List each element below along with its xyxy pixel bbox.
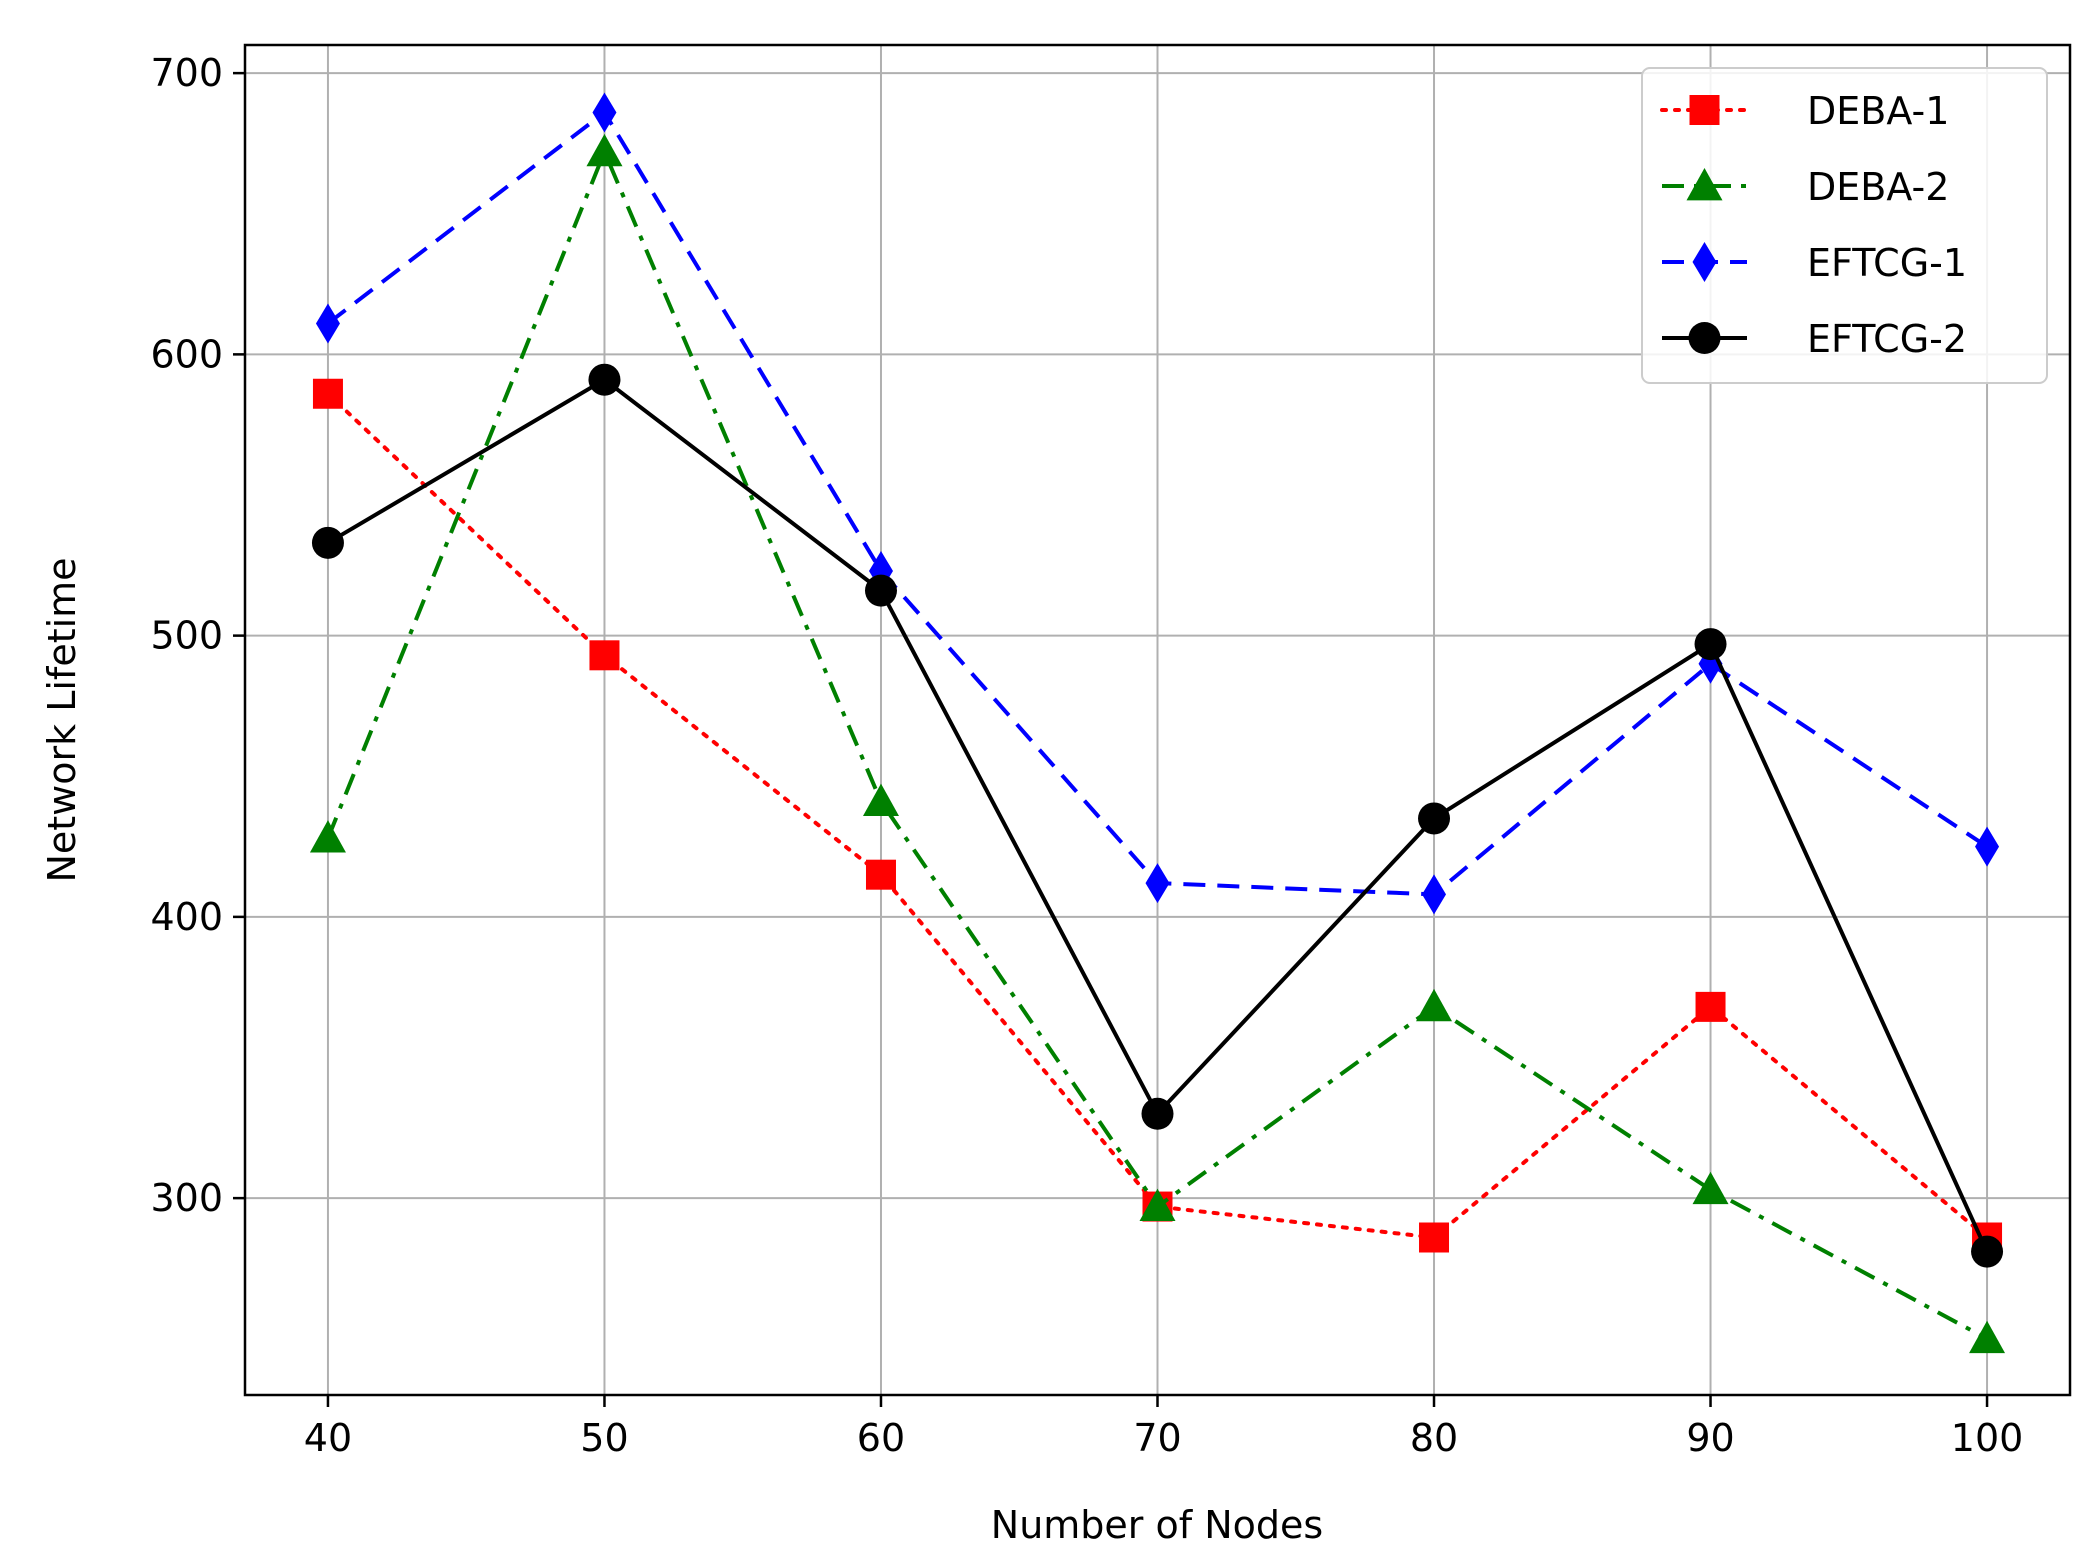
data-point <box>1694 628 1727 661</box>
x-tick-label: 80 <box>1410 1416 1458 1460</box>
legend-label: EFTCG-1 <box>1807 241 1967 285</box>
legend: DEBA-1 DEBA-2 EFTCG-1 EFTCG-2 <box>1641 67 2048 384</box>
data-point <box>589 640 620 671</box>
data-point <box>864 574 897 607</box>
data-point <box>592 92 617 133</box>
y-tick-label: 500 <box>150 614 223 658</box>
data-point <box>1139 1188 1176 1221</box>
x-tick-label: 50 <box>580 1416 628 1460</box>
legend-marker <box>1692 242 1717 282</box>
y-tick-label: 400 <box>150 895 223 939</box>
legend-label: EFTCG-2 <box>1807 317 1967 361</box>
legend-label: DEBA-1 <box>1807 89 1949 133</box>
data-point <box>1422 874 1447 915</box>
data-point <box>1692 1171 1729 1205</box>
legend-marker <box>1689 95 1720 125</box>
data-point <box>1969 1320 2006 1354</box>
x-tick-label: 90 <box>1686 1416 1734 1460</box>
legend-marker <box>1688 322 1721 354</box>
x-tick-label: 60 <box>857 1416 905 1460</box>
legend-box <box>1641 67 2048 384</box>
series-deba-2 <box>309 133 2006 1354</box>
data-point <box>1975 826 2000 867</box>
legend-marker <box>1686 168 1723 201</box>
axis-ticks: 40 50 60 70 80 90 100 300 400 500 600 700 <box>150 51 2023 1460</box>
data-point <box>1419 1222 1450 1253</box>
x-tick-label: 40 <box>304 1416 352 1460</box>
x-axis-label: Number of Nodes <box>991 1503 1323 1547</box>
data-point <box>315 303 340 344</box>
data-point <box>588 363 621 396</box>
data-point <box>309 820 346 853</box>
y-axis-label: Network Lifetime <box>40 557 84 882</box>
y-tick-label: 600 <box>150 332 223 376</box>
data-point <box>1145 863 1170 904</box>
data-point <box>586 133 623 167</box>
data-point <box>312 378 343 409</box>
data-point <box>1971 1235 2004 1268</box>
data-point <box>1141 1097 1174 1130</box>
x-tick-label: 100 <box>1951 1416 2024 1460</box>
legend-label: DEBA-2 <box>1807 165 1949 209</box>
data-point <box>865 859 896 890</box>
data-point <box>311 526 344 559</box>
y-tick-label: 300 <box>150 1176 223 1220</box>
series-layer <box>309 92 2006 1354</box>
y-tick-label: 700 <box>150 51 223 95</box>
data-point <box>1695 991 1726 1022</box>
data-point <box>1416 988 1453 1022</box>
x-tick-label: 70 <box>1133 1416 1181 1460</box>
data-point <box>1418 802 1451 835</box>
series-eftcg-2 <box>311 363 2004 1268</box>
data-point <box>862 783 899 816</box>
